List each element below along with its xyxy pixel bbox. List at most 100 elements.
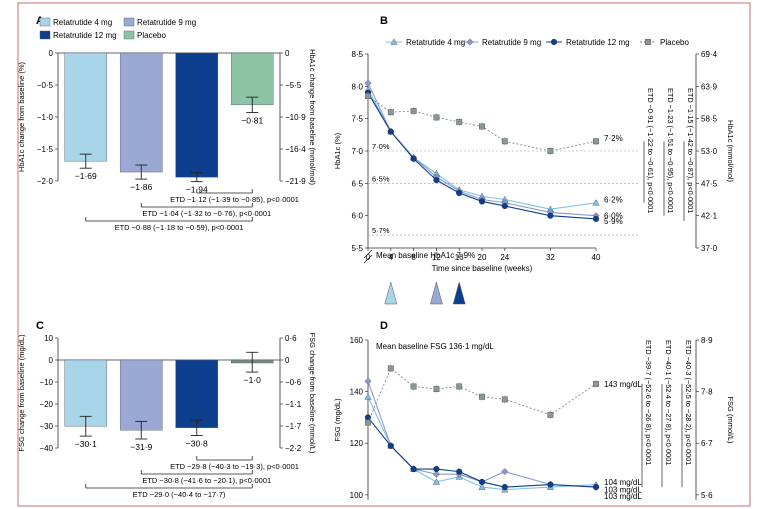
baseline-note: Mean baseline FSG 136·1 mg/dL: [376, 342, 494, 351]
series-point: [501, 396, 508, 403]
y-axis-title-left: HbA1c change from baseline (%): [17, 61, 26, 172]
x-tick-label: 8: [411, 253, 416, 262]
etd-label: ETD −29·0 (−40·4 to −17·7): [133, 490, 226, 499]
legend-label: Retatrutide 9 mg: [482, 38, 541, 47]
y-tick-label-right: −21·9: [285, 177, 306, 186]
legend-swatch: [39, 17, 51, 27]
series-point: [501, 202, 508, 210]
y-tick-label: 10: [44, 334, 53, 343]
series-point: [364, 79, 372, 87]
series-point: [501, 138, 508, 145]
y-tick-label: −10: [39, 378, 53, 387]
x-tick-label: 40: [592, 253, 601, 262]
legend-marker: [550, 38, 558, 46]
panel-letter-c: C: [36, 320, 44, 332]
bar-value-label: −1·0: [244, 375, 262, 385]
etd-label: ETD −1·12 (−1·39 to −0·85), p<0·0001: [170, 195, 299, 204]
legend-label: Retatrutide 4 mg: [406, 38, 465, 47]
series-point: [410, 383, 417, 390]
etd-label: ETD −1·04 (−1·32 to −0·76), p<0·0001: [142, 209, 271, 218]
y-axis-title-right: FSG change from baseline (mmol/L): [308, 333, 317, 454]
x-tick-label: 4: [389, 253, 394, 262]
y-tick-label-right: 53·0: [701, 147, 718, 156]
series-point: [410, 465, 417, 473]
series-point: [501, 468, 509, 476]
y-tick-label-right: 42·1: [701, 212, 718, 221]
y-tick-label-right: −1·1: [285, 400, 302, 409]
series-line: [367, 89, 597, 210]
series-point: [387, 109, 394, 116]
bar: [64, 52, 108, 162]
series-point: [365, 93, 371, 99]
dose-escalation-marker: [384, 281, 398, 305]
end-value-label: 7·2%: [604, 134, 623, 143]
panel-letter-d: D: [380, 320, 388, 332]
series-point: [387, 128, 394, 135]
series-point: [387, 365, 394, 372]
y-axis-title-right: FSG (mmol/L): [726, 396, 735, 444]
bar: [230, 52, 274, 106]
bar-value-label: −1·69: [75, 171, 97, 181]
y-tick-label: −1·0: [37, 113, 54, 122]
series-point: [479, 393, 485, 400]
y-tick-label: 6·0: [351, 212, 363, 221]
y-axis-title-left: HbA1c (%): [333, 132, 342, 169]
y-tick-label-right: 69·4: [701, 50, 718, 59]
y-axis-title-left: FSG (mg/dL): [333, 398, 342, 442]
y-tick-label-right: −1·7: [285, 422, 302, 431]
figure-frame: [17, 2, 751, 507]
series-point: [592, 199, 600, 206]
series-point: [432, 478, 440, 485]
y-axis-title-right: HbA1c (mmol/mol): [726, 120, 735, 183]
etd-label: ETD −40·1 (−52·4 to −27·8), p<0·0001: [664, 340, 673, 465]
y-tick-label-right: 6·7: [701, 439, 713, 448]
y-tick-label-right: 5·6: [701, 491, 713, 500]
end-value-label: 104 mg/dL: [604, 478, 642, 487]
series-line: [367, 396, 597, 491]
series-point: [364, 393, 372, 400]
x-axis-title: Time since baseline (weeks): [432, 264, 533, 273]
y-tick-label: 7·0: [351, 147, 363, 156]
series-point: [456, 118, 463, 125]
x-tick-label: 24: [500, 253, 509, 262]
legend-marker: [466, 38, 474, 46]
bar: [119, 359, 163, 431]
y-tick-label-right: −2·2: [285, 444, 302, 453]
series-point: [547, 411, 554, 418]
y-tick-label: −2·0: [37, 177, 54, 186]
bar: [119, 52, 163, 173]
axis-break-mark: [363, 254, 373, 264]
series-point: [433, 177, 440, 184]
y-tick-label-right: 47·5: [701, 179, 718, 188]
y-tick-label-right: −0·6: [285, 378, 302, 387]
x-tick-label: 32: [546, 253, 555, 262]
series-point: [410, 155, 417, 162]
x-tick-label: 20: [478, 253, 487, 262]
y-tick-label: −40: [39, 444, 53, 453]
series-point: [456, 189, 463, 197]
bar: [175, 52, 219, 178]
y-axis-title-right: HbA1c change from baseline (mmol/mol): [308, 49, 317, 185]
end-value-label: 143 mg/dL: [604, 380, 642, 389]
y-tick-label: 0: [49, 49, 54, 58]
series-point: [478, 483, 486, 490]
y-tick-label: −0·5: [37, 81, 54, 90]
y-tick-label-right: 58·5: [701, 115, 718, 124]
y-tick-label-right: 0·6: [285, 334, 297, 343]
legend-marker: [645, 39, 651, 45]
legend-label: Retatrutide 4 mg: [53, 18, 112, 27]
dose-escalation-marker: [430, 281, 443, 305]
bar-value-label: −30·8: [186, 438, 208, 448]
legend-label: Retatrutide 12 mg: [53, 31, 117, 40]
series-point: [593, 138, 599, 145]
panel-d-line-chart: Mean baseline FSG 136·1 mg/dL 100 5·6 120 6·…: [333, 336, 735, 501]
series-point: [456, 383, 463, 390]
series-point: [478, 198, 486, 205]
baseline-note: Mean baseline HbA1c 7·9%: [376, 251, 475, 260]
y-tick-label: 7·5: [351, 115, 363, 124]
y-tick-label-right: −10·9: [285, 113, 306, 122]
reference-line-label: 7·0%: [372, 142, 390, 151]
end-value-label: 6·0%: [604, 212, 623, 221]
axis-break-mark: [363, 249, 373, 259]
